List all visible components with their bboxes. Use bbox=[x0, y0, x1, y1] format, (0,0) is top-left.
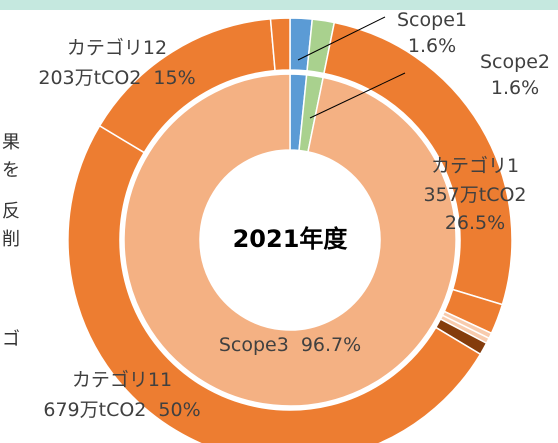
slice-amount-label: 357万tCO2 bbox=[423, 184, 526, 206]
label-part: カテゴリ12 bbox=[67, 37, 167, 59]
label-part: 50% bbox=[158, 399, 200, 421]
leader-line bbox=[297, 16, 386, 61]
background-text: を bbox=[2, 160, 20, 181]
slice-label: Scope1 bbox=[397, 9, 467, 31]
slice-label: カテゴリ12 bbox=[67, 37, 167, 59]
background-text: 果 bbox=[2, 132, 20, 153]
label-part: 1.6% bbox=[408, 35, 456, 57]
label-part: Scope2 bbox=[480, 51, 550, 73]
label-part: 26.5% bbox=[445, 212, 505, 234]
slice-value-label: 1.6% bbox=[491, 77, 539, 99]
background-text: 削 bbox=[2, 229, 20, 250]
slice-label: カテゴリ1 bbox=[431, 155, 519, 177]
center-label: 2021年度 bbox=[233, 225, 349, 253]
leader-line bbox=[309, 72, 406, 119]
slice-value-label: 1.6% bbox=[408, 35, 456, 57]
background-text: ゴ bbox=[2, 329, 20, 350]
top-band bbox=[0, 0, 558, 10]
background-text: 反 bbox=[2, 201, 20, 222]
label-part: Scope3 bbox=[219, 334, 289, 356]
slice-amount-label: 679万tCO2 50% bbox=[43, 399, 200, 421]
label-part: 96.7% bbox=[301, 334, 361, 356]
label-part: 357万tCO2 bbox=[423, 184, 526, 206]
label-part: カテゴリ1 bbox=[431, 155, 519, 177]
label-part: カテゴリ11 bbox=[72, 369, 172, 391]
slice-label: Scope2 bbox=[480, 51, 550, 73]
donut-slice bbox=[269, 17, 291, 72]
label-part: 679万tCO2 bbox=[43, 399, 146, 421]
label-part: 1.6% bbox=[491, 77, 539, 99]
slice-label: カテゴリ11 bbox=[72, 369, 172, 391]
donut-slice bbox=[67, 124, 482, 443]
label-part: Scope1 bbox=[397, 9, 467, 31]
slice-value-label: 26.5% bbox=[445, 212, 505, 234]
donut-slice bbox=[123, 73, 457, 407]
label-part: 203万tCO2 bbox=[38, 67, 141, 89]
slice-label: Scope3 96.7% bbox=[219, 334, 361, 356]
slice-amount-label: 203万tCO2 15% bbox=[38, 67, 195, 89]
label-part: 15% bbox=[153, 67, 195, 89]
